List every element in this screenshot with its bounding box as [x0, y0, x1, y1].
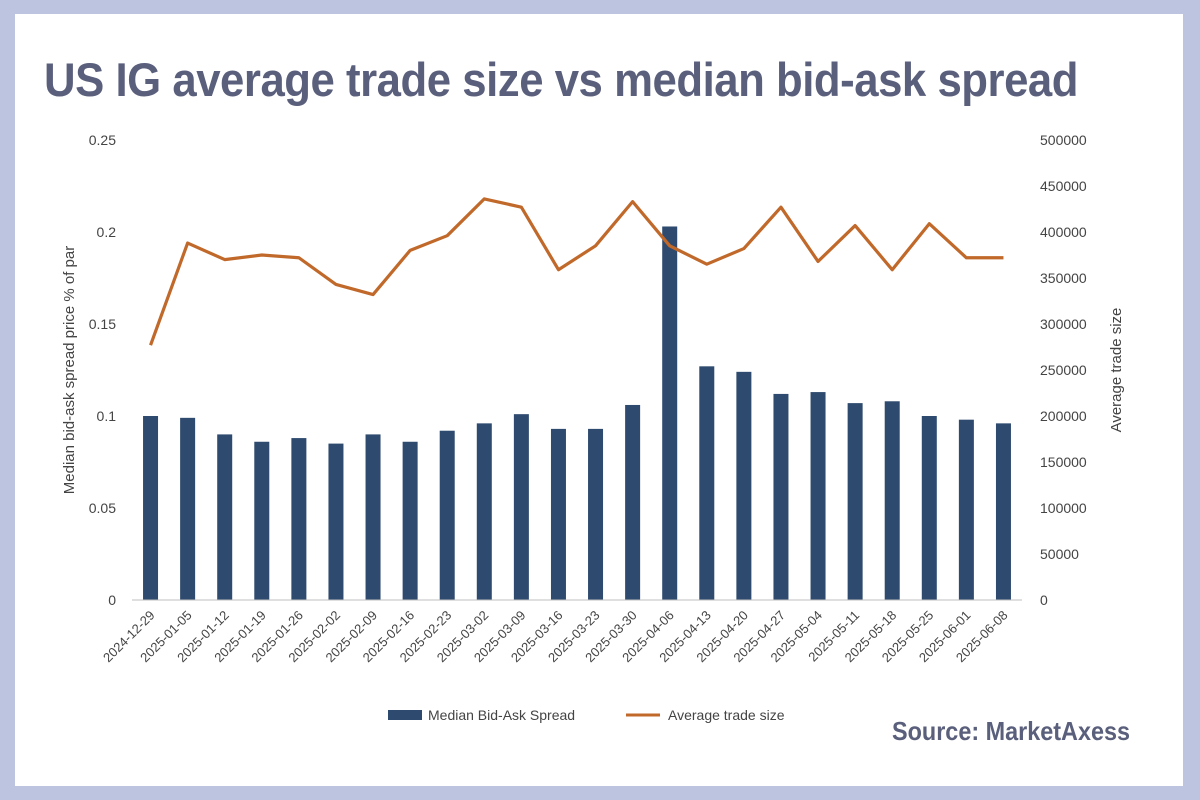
bar: [513, 414, 529, 600]
bar: [699, 366, 715, 600]
bar: [921, 416, 937, 600]
series-line-average-trade-size: [149, 197, 1004, 346]
left-axis-tick-label: 0.15: [89, 316, 116, 332]
legend: Median Bid-Ask Spread Average trade size: [388, 707, 785, 723]
x-axis-ticks: 2024-12-292025-01-052025-01-122025-01-19…: [100, 608, 1011, 666]
right-axis-ticks: 0 50000 100000 150000 200000 250000 300000 3500…: [1040, 132, 1087, 608]
left-axis-tick-label: 0.25: [89, 132, 116, 148]
bar: [662, 226, 678, 601]
left-axis-label: Median bid-ask spread price % of par: [61, 246, 78, 494]
bar: [291, 438, 307, 600]
bar: [773, 393, 789, 600]
legend-label-bar: Median Bid-Ask Spread: [428, 707, 575, 723]
left-axis-tick-label: 0.1: [97, 408, 117, 424]
legend-swatch-bar: [388, 710, 422, 720]
right-axis-tick-label: 350000: [1040, 270, 1087, 286]
bar: [365, 434, 381, 600]
legend-label-line: Average trade size: [668, 707, 785, 723]
bar: [328, 443, 344, 600]
bar: [550, 428, 566, 600]
source-note: Source: MarketAxess: [892, 716, 1131, 746]
right-axis-tick-label: 250000: [1040, 362, 1087, 378]
chart-title: US IG average trade size vs median bid-a…: [44, 53, 1079, 106]
bar: [217, 434, 233, 600]
bar: [402, 441, 418, 600]
left-axis-tick-label: 0.2: [97, 224, 117, 240]
bar: [476, 423, 492, 600]
right-axis-tick-label: 150000: [1040, 454, 1087, 470]
right-axis-tick-label: 400000: [1040, 224, 1087, 240]
right-axis-tick-label: 0: [1040, 592, 1048, 608]
right-axis-tick-label: 450000: [1040, 178, 1087, 194]
bar: [958, 419, 974, 600]
right-axis-tick-label: 300000: [1040, 316, 1087, 332]
bar: [995, 423, 1011, 600]
right-axis-tick-label: 500000: [1040, 132, 1087, 148]
bar-series: [143, 226, 1011, 601]
left-axis-ticks: 0 0.05 0.1 0.15 0.2 0.25: [89, 132, 116, 608]
bar: [439, 430, 455, 600]
right-axis-tick-label: 100000: [1040, 500, 1087, 516]
bar: [625, 404, 641, 600]
chart-frame: [15, 14, 1183, 786]
bar: [810, 392, 826, 600]
right-axis-tick-label: 50000: [1040, 546, 1079, 562]
right-axis-label: Average trade size: [1108, 308, 1125, 433]
bar: [736, 371, 752, 600]
bar: [847, 403, 863, 600]
bar: [143, 416, 159, 600]
bar: [884, 401, 900, 600]
right-axis-tick-label: 200000: [1040, 408, 1087, 424]
bar: [254, 441, 270, 600]
left-axis-tick-label: 0.05: [89, 500, 116, 516]
left-axis-tick-label: 0: [108, 592, 116, 608]
bar: [180, 417, 196, 600]
bar: [588, 428, 604, 600]
